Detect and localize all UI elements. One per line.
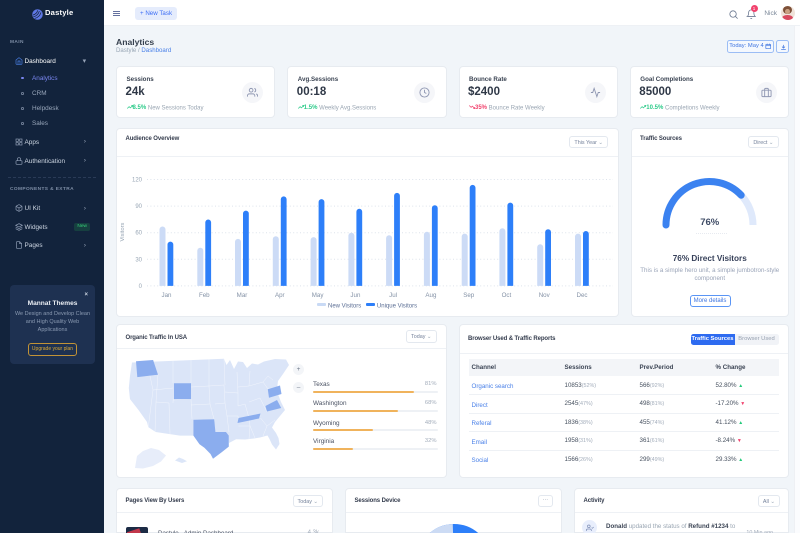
svg-text:Visitors: Visitors <box>120 222 126 241</box>
svg-text:May: May <box>312 292 325 299</box>
svg-text:Jan: Jan <box>162 292 173 299</box>
svg-text:90: 90 <box>135 204 142 210</box>
svg-text:Nov: Nov <box>539 292 551 299</box>
svg-text:Dec: Dec <box>576 292 587 299</box>
svg-text:Aug: Aug <box>425 292 437 299</box>
svg-text:Feb: Feb <box>199 292 210 299</box>
svg-text:Apr: Apr <box>275 292 285 299</box>
svg-text:120: 120 <box>132 178 143 184</box>
svg-text:Mar: Mar <box>237 292 248 299</box>
svg-text:60: 60 <box>135 231 142 237</box>
svg-text:30: 30 <box>135 257 142 263</box>
svg-text:0: 0 <box>139 284 143 290</box>
svg-text:Jun: Jun <box>350 292 361 299</box>
svg-text:Jul: Jul <box>389 292 397 299</box>
svg-text:Sep: Sep <box>463 292 475 299</box>
svg-text:Oct: Oct <box>502 292 512 299</box>
